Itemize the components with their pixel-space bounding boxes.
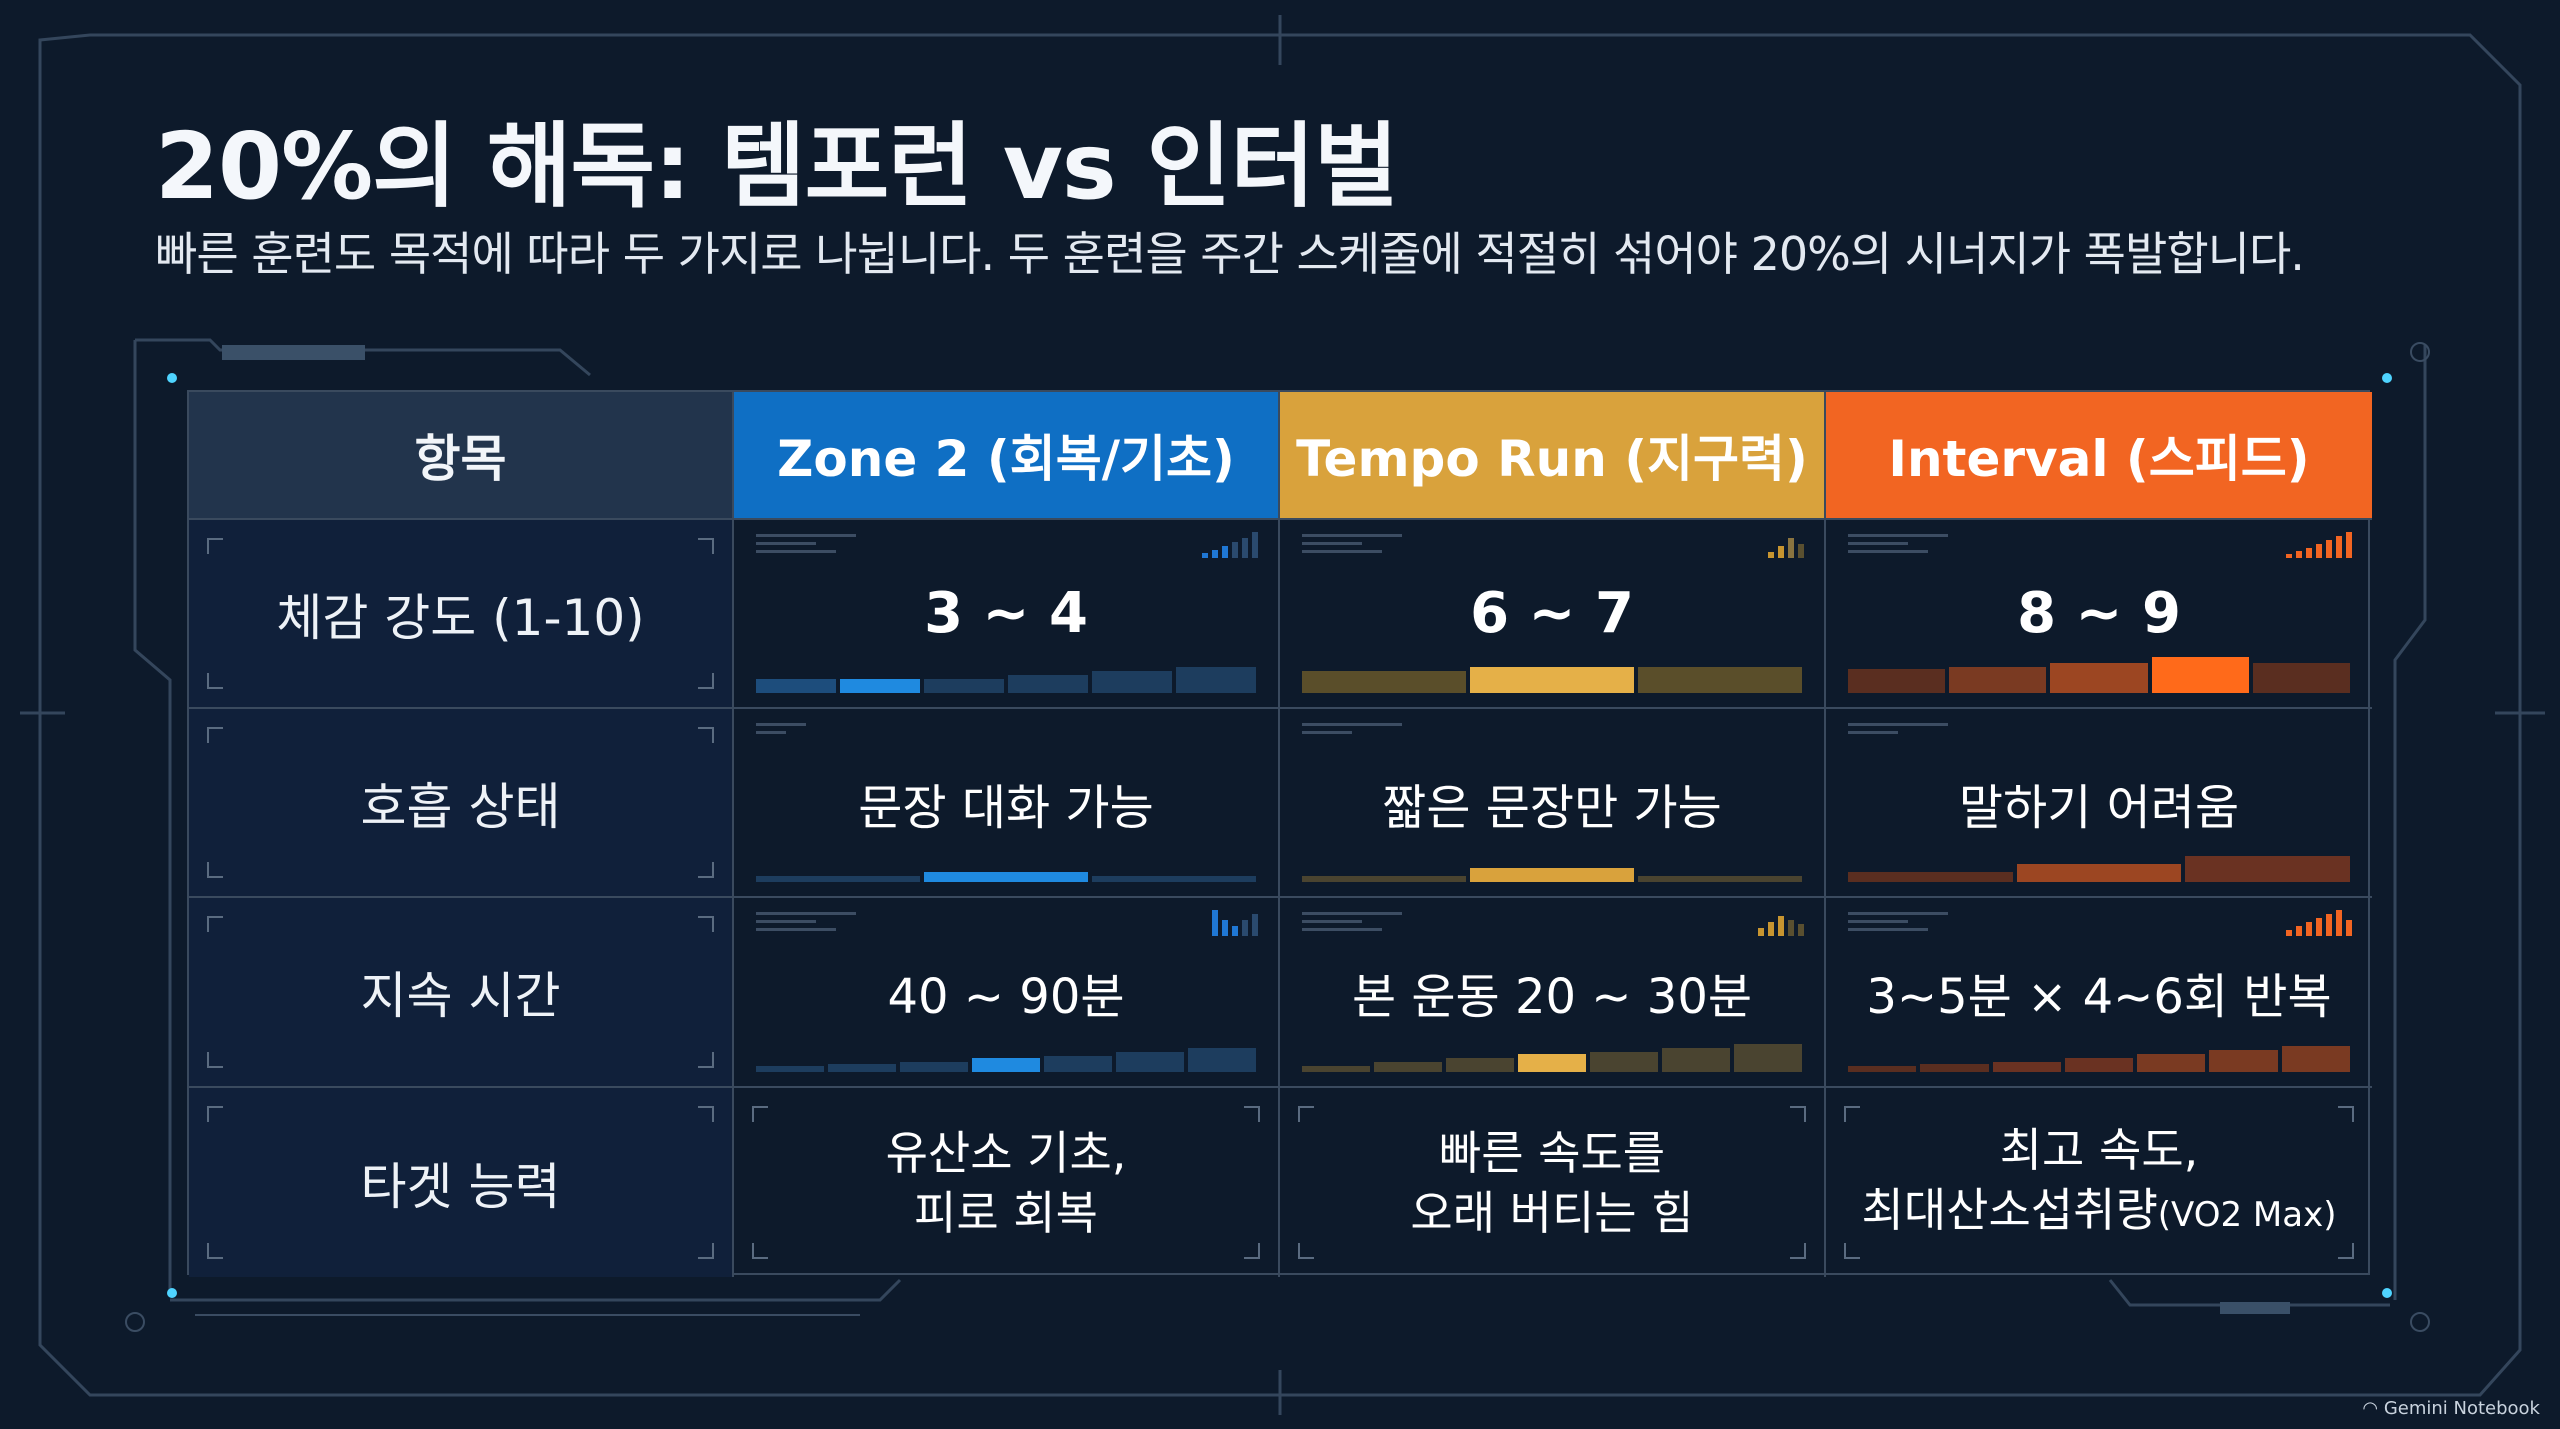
header-interval: Interval (스피드) — [1826, 392, 2372, 520]
row-label-duration: 지속 시간 — [189, 898, 734, 1088]
row-label-text: 지속 시간 — [360, 967, 561, 1025]
tempo-intensity: 6 ~ 7 — [1280, 520, 1826, 709]
row-label-text: 체감 강도 (1-10) — [276, 588, 645, 647]
page-subtitle: 빠른 훈련도 목적에 따라 두 가지로 나뉩니다. 두 훈련을 주간 스케줄에 … — [155, 227, 2305, 281]
interval-intensity-value: 8 ~ 9 — [2017, 581, 2181, 646]
tempo-breathing: 짧은 문장만 가능 — [1280, 709, 1826, 898]
tempo-duration-value: 본 운동 20 ~ 30분 — [1351, 969, 1753, 1025]
zone2-intensity: 3 ~ 4 — [734, 520, 1280, 709]
interval-intensity: 8 ~ 9 — [1826, 520, 2372, 709]
header-item: 항목 — [189, 392, 734, 520]
row-label-intensity: 체감 강도 (1-10) — [189, 520, 734, 709]
row-label-target: 타겟 능력 — [189, 1088, 734, 1277]
tempo-target: 빠른 속도를 오래 버티는 힘 — [1280, 1088, 1826, 1277]
row-label-text: 타겟 능력 — [360, 1157, 561, 1216]
interval-target-line2: 최대산소섭취량(VO2 Max) — [1862, 1180, 2337, 1245]
zone2-duration-value: 40 ~ 90분 — [887, 969, 1125, 1025]
row-label-text: 호흡 상태 — [360, 777, 561, 836]
interval-duration-value: 3~5분 × 4~6회 반복 — [1866, 969, 2332, 1025]
interval-breathing: 말하기 어려움 — [1826, 709, 2372, 898]
interval-target-line1: 최고 속도, — [1999, 1123, 2199, 1177]
tempo-target-line2: 오래 버티는 힘 — [1410, 1185, 1694, 1240]
interval-target-vo2max: (VO2 Max) — [2157, 1195, 2337, 1235]
zone2-target: 유산소 기초, 피로 회복 — [734, 1088, 1280, 1277]
zone2-breathing-value: 문장 대화 가능 — [858, 779, 1154, 836]
tempo-target-line1: 빠른 속도를 — [1438, 1125, 1666, 1180]
interval-breathing-value: 말하기 어려움 — [1958, 779, 2240, 836]
tempo-duration: 본 운동 20 ~ 30분 — [1280, 898, 1826, 1088]
header-zone2: Zone 2 (회복/기초) — [734, 392, 1280, 520]
row-label-breathing: 호흡 상태 — [189, 709, 734, 898]
watermark-text: Gemini Notebook — [2383, 1398, 2540, 1419]
interval-target-line2-main: 최대산소섭취량 — [1861, 1183, 2158, 1237]
zone2-intensity-value: 3 ~ 4 — [924, 581, 1088, 646]
watermark: ◠ Gemini Notebook — [2362, 1398, 2540, 1419]
tempo-breathing-value: 짧은 문장만 가능 — [1382, 779, 1722, 836]
zone2-target-line1: 유산소 기초, — [885, 1125, 1127, 1180]
page-title: 20%의 해독: 템포런 vs 인터벌 — [155, 113, 1399, 220]
tempo-intensity-value: 6 ~ 7 — [1470, 581, 1634, 646]
interval-target: 최고 속도, 최대산소섭취량(VO2 Max) — [1826, 1088, 2372, 1277]
header-tempo: Tempo Run (지구력) — [1280, 392, 1826, 520]
zone2-duration: 40 ~ 90분 — [734, 898, 1280, 1088]
comparison-table: 항목 Zone 2 (회복/기초) Tempo Run (지구력) Interv… — [187, 390, 2372, 1277]
notebook-icon: ◠ — [2362, 1398, 2384, 1419]
zone2-breathing: 문장 대화 가능 — [734, 709, 1280, 898]
zone2-target-line2: 피로 회복 — [914, 1185, 1098, 1240]
interval-duration: 3~5분 × 4~6회 반복 — [1826, 898, 2372, 1088]
